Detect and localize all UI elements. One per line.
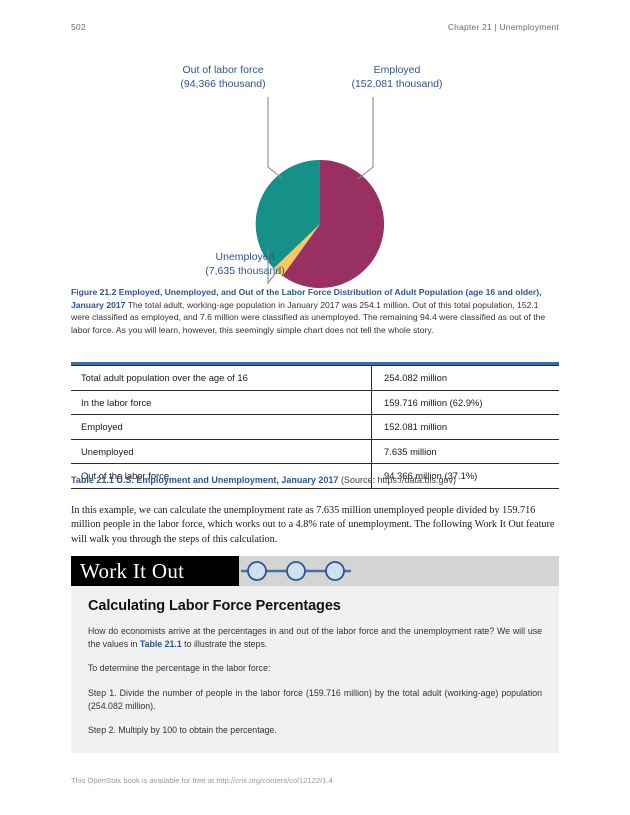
figure-21-2: Out of labor force (94,366 thousand) Emp… xyxy=(0,55,630,290)
table-caption-title: Table 21.1 U.S. Employment and Unemploym… xyxy=(71,475,339,485)
pie-slice-unemployed xyxy=(273,224,320,276)
table-row: Out of the labor force 94.366 million (3… xyxy=(71,464,559,489)
table-cell-label: In the labor force xyxy=(71,390,372,414)
work-it-out-banner: Work It Out xyxy=(71,556,559,586)
table-cell-label: Employed xyxy=(71,415,372,439)
table-21-1-link[interactable]: Table 21.1 xyxy=(139,639,182,650)
work-it-out-body: Calculating Labor Force Percentages How … xyxy=(71,586,559,754)
table-21-1: Total adult population over the age of 1… xyxy=(71,362,559,489)
pie-label-out-of-labor-force-value: (94,366 thousand) xyxy=(180,77,266,90)
table-cell-value: 7.635 million xyxy=(384,445,437,457)
running-head: 502 Chapter 21 | Unemployment xyxy=(0,22,630,36)
pie-chart: Out of labor force (94,366 thousand) Emp… xyxy=(0,55,630,290)
pie-label-out-of-labor-force: Out of labor force (94,366 thousand) xyxy=(148,64,298,91)
figure-caption: Figure 21.2 Employed, Unemployed, and Ou… xyxy=(71,286,559,336)
table-cell-value: 254.082 million xyxy=(384,372,448,384)
work-it-out-title: Work It Out xyxy=(80,559,185,583)
work-it-out-feature: Work It Out Calculating Labor Force Perc… xyxy=(71,556,559,754)
table-caption: Table 21.1 U.S. Employment and Unemploym… xyxy=(71,475,559,485)
chapter-title: Chapter 21 | Unemployment xyxy=(447,22,559,32)
pie-slice-out-of-labor-force xyxy=(255,159,320,269)
pie-label-employed-value: (152,081 thousand) xyxy=(351,77,443,90)
table-row: In the labor force 159.716 million (62.9… xyxy=(71,390,559,415)
work-it-out-title-block: Work It Out xyxy=(71,556,239,586)
work-it-out-intro-after: to illustrate the steps. xyxy=(181,639,268,650)
table-cell-label: Total adult population over the age of 1… xyxy=(71,366,372,390)
pie-label-unemployed-name: Unemployed xyxy=(215,251,275,263)
pie-chart-svg xyxy=(255,97,385,288)
table-row: Employed 152.081 million xyxy=(71,415,559,440)
figure-caption-body: The total adult, working-age population … xyxy=(71,299,546,335)
work-it-out-heading: Calculating Labor Force Percentages xyxy=(88,598,341,614)
table-row: Total adult population over the age of 1… xyxy=(71,365,559,391)
table-cell-label: Out of the labor force xyxy=(71,464,372,488)
table-cell-value: 94.366 million (37.1%) xyxy=(384,470,478,482)
work-it-out-intro: How do economists arrive at the percenta… xyxy=(88,625,542,651)
pie-label-unemployed: Unemployed (7,635 thousand) xyxy=(170,251,320,278)
table-cell-value: 159.716 million (62.9%) xyxy=(384,396,483,408)
body-paragraph: In this example, we can calculate the un… xyxy=(71,505,555,545)
work-it-out-intro-before: How do economists arrive at the percenta… xyxy=(88,626,542,650)
work-it-out-step-2: Step 2. Multiply by 100 to obtain the pe… xyxy=(88,725,277,736)
work-it-out-lead-in: To determine the percentage in the labor… xyxy=(88,663,271,674)
table-cell-label: Unemployed xyxy=(71,439,372,463)
leader-line-out-of-labor-force xyxy=(267,97,284,180)
chain-links-icon xyxy=(241,561,351,581)
pie-label-employed: Employed (152,081 thousand) xyxy=(322,64,472,91)
table-accent-bar xyxy=(71,362,559,365)
pie-label-unemployed-value: (7,635 thousand) xyxy=(205,264,285,277)
table-caption-source: (Source: https://data.bls.gov) xyxy=(340,475,456,485)
pie-slice-employed xyxy=(282,159,385,288)
leader-line-unemployed xyxy=(267,249,279,285)
table-row: Unemployed 7.635 million xyxy=(71,439,559,464)
leader-line-employed xyxy=(357,97,374,180)
work-it-out-step-1: Step 1. Divide the number of people in t… xyxy=(88,687,542,711)
table-cell-value: 152.081 million xyxy=(384,421,448,433)
figure-caption-title: Figure 21.2 Employed, Unemployed, and Ou… xyxy=(71,287,542,310)
page-footer: This OpenStax book is available for free… xyxy=(71,776,333,785)
pie-label-out-of-labor-force-name: Out of labor force xyxy=(182,64,264,76)
leader-lines xyxy=(267,97,374,285)
pie-label-employed-name: Employed xyxy=(373,64,421,76)
page-number: 502 xyxy=(71,22,86,32)
